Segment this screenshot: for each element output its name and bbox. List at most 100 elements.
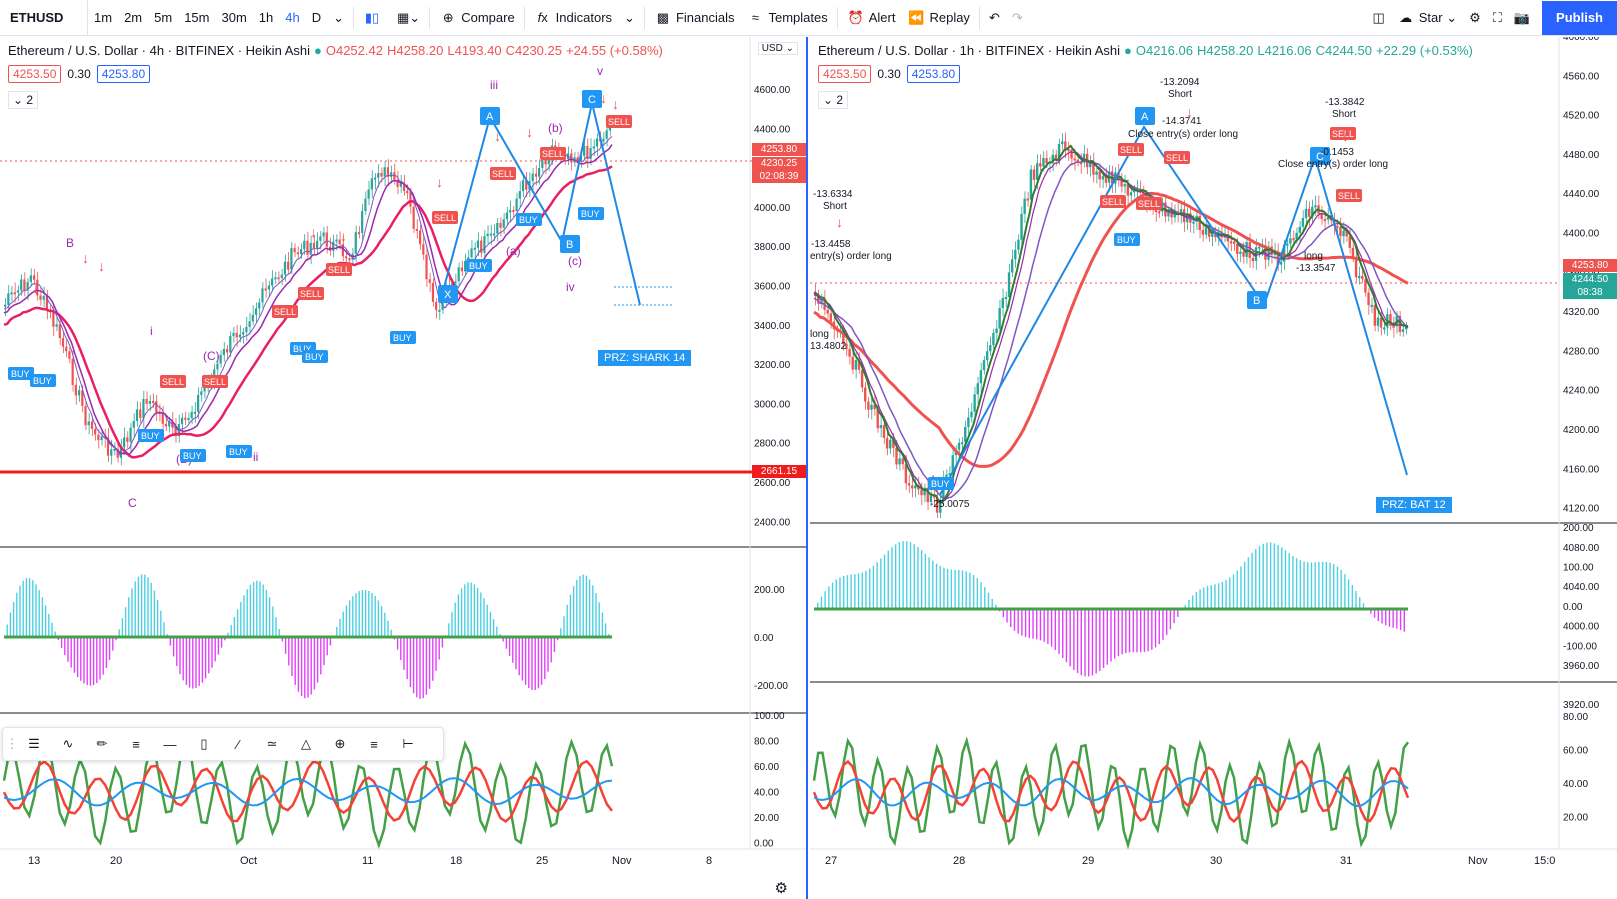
buy-signal-label: BUY bbox=[183, 451, 202, 461]
right-chart-canvas[interactable]: 4600.00 4560.00 4520.00 4480.00 4440.00 4400.… bbox=[810, 37, 1617, 899]
tf-4h[interactable]: 4h bbox=[285, 10, 300, 25]
candle-body bbox=[396, 179, 399, 187]
spiral-icon[interactable]: ⊕ bbox=[334, 736, 346, 751]
horizontal-ray-icon[interactable]: — bbox=[163, 736, 177, 752]
candle-body bbox=[283, 261, 287, 275]
candle-body bbox=[139, 409, 142, 419]
tf-1h[interactable]: 1h bbox=[258, 10, 274, 25]
candle-body bbox=[1370, 304, 1373, 307]
drag-handle-icon[interactable]: ⋮ bbox=[5, 736, 19, 751]
currency-selector[interactable]: USD ⌄ bbox=[757, 42, 798, 55]
right-layers-toggle[interactable]: ⌄ 2 bbox=[818, 91, 849, 109]
gear-icon[interactable]: ⚙ bbox=[774, 880, 788, 897]
pattern-point-label: A bbox=[1141, 111, 1149, 123]
candle-body bbox=[1123, 184, 1126, 187]
osc2-tick: 100.00 bbox=[754, 711, 785, 722]
candle-body bbox=[13, 292, 16, 295]
sell-signal-chip bbox=[606, 115, 632, 128]
candle-body bbox=[145, 398, 148, 404]
sell-signal-label: SELL bbox=[162, 377, 184, 387]
layout-icon[interactable]: ◫ bbox=[1372, 9, 1385, 25]
financials-label: Financials bbox=[675, 10, 735, 25]
sell-signal-chip bbox=[160, 375, 186, 388]
tf-5m[interactable]: 5m bbox=[154, 10, 173, 25]
candle-body bbox=[151, 400, 155, 403]
trend-line-icon[interactable]: ∕ bbox=[236, 736, 240, 752]
chart-pane-right[interactable]: 4600.00 4560.00 4520.00 4480.00 4440.00 4400.… bbox=[810, 37, 1617, 899]
right-sell-price[interactable]: 4253.50 bbox=[818, 65, 872, 83]
green-dot-icon: ● bbox=[1123, 43, 1132, 58]
tf-1m[interactable]: 1m bbox=[94, 10, 113, 25]
redo-icon[interactable]: ↷ bbox=[1011, 9, 1023, 25]
xabcd-pattern-icon[interactable]: △ bbox=[301, 736, 311, 751]
sell-signal-label: SELL bbox=[608, 117, 630, 127]
fib-icon[interactable]: ≡ bbox=[132, 736, 140, 752]
camera-icon[interactable]: 📷 bbox=[1513, 9, 1531, 25]
left-spread: 0.30 bbox=[67, 67, 91, 81]
candle-body bbox=[1373, 304, 1377, 326]
settings-gear-icon[interactable]: ⚙ bbox=[1469, 9, 1481, 25]
alarm-clock-icon: ⏰ bbox=[847, 9, 864, 25]
right-buy-price[interactable]: 4253.80 bbox=[906, 65, 961, 83]
left-chart-canvas[interactable]: 4600.004400.004200.004000.003800.003600.… bbox=[0, 37, 808, 899]
candle-body bbox=[10, 292, 13, 295]
tf-15m[interactable]: 15m bbox=[184, 10, 210, 25]
left-buy-price[interactable]: 4253.80 bbox=[96, 65, 151, 83]
candle-body bbox=[1017, 239, 1020, 250]
candle-body bbox=[361, 211, 364, 233]
tf-2m[interactable]: 2m bbox=[124, 10, 143, 25]
candle-body bbox=[332, 241, 335, 251]
symbol-search[interactable]: ETHUSD bbox=[0, 0, 88, 36]
candle-body bbox=[1007, 272, 1011, 298]
alert-button[interactable]: ⏰ Alert bbox=[841, 0, 902, 36]
candle-body bbox=[1295, 232, 1298, 240]
compare-button[interactable]: ⊕ Compare bbox=[433, 0, 520, 36]
candle-body bbox=[876, 409, 879, 429]
oscillator-line bbox=[812, 759, 1410, 824]
sell-signal-chip bbox=[1336, 189, 1362, 202]
candle-body bbox=[306, 240, 309, 255]
publish-button[interactable]: Publish bbox=[1542, 0, 1617, 35]
candle-body bbox=[917, 485, 920, 490]
parallel-channel-icon[interactable]: ≡ bbox=[370, 736, 378, 752]
candle-body bbox=[219, 354, 222, 364]
candle-body bbox=[1082, 153, 1086, 163]
templates-button[interactable]: ≈ Templates bbox=[740, 0, 833, 36]
chevron-down-icon[interactable]: ⌄ bbox=[333, 9, 345, 25]
tf-d[interactable]: D bbox=[311, 10, 322, 25]
indicators-button[interactable]: f x Indicators bbox=[528, 0, 618, 36]
lines-tool-icon[interactable]: ☰ bbox=[28, 736, 40, 751]
left-sell-price[interactable]: 4253.50 bbox=[8, 65, 62, 83]
price-tick: 3000.00 bbox=[754, 399, 791, 410]
candle-body bbox=[303, 240, 306, 250]
strategy-annotation: -25.0075 bbox=[930, 499, 970, 510]
abc-pattern-icon[interactable]: ∿ bbox=[62, 736, 74, 751]
save-layout-button[interactable]: ☁ Star ⌄ bbox=[1391, 0, 1463, 36]
ticks-icon[interactable]: ▯ bbox=[200, 736, 208, 751]
candle-body bbox=[1089, 160, 1092, 168]
replay-button[interactable]: ⏪ Replay bbox=[901, 0, 975, 36]
candle-body bbox=[499, 222, 502, 228]
financials-button[interactable]: ▩ Financials bbox=[648, 0, 741, 36]
tf-30m[interactable]: 30m bbox=[221, 10, 247, 25]
left-layers-toggle[interactable]: ⌄ 2 bbox=[8, 91, 39, 109]
brush-icon[interactable]: ✏ bbox=[96, 736, 108, 751]
wave-icon[interactable]: ≃ bbox=[266, 736, 278, 751]
fullscreen-icon[interactable]: ⛶ bbox=[1492, 9, 1502, 25]
candle-body bbox=[602, 138, 605, 142]
sell-signal-label: SELL bbox=[542, 149, 564, 159]
pattern-point-label: C bbox=[588, 94, 596, 106]
pitchfork-icon[interactable]: ⊢ bbox=[402, 736, 414, 751]
time-tick: Oct bbox=[240, 855, 257, 867]
candle-body bbox=[1054, 154, 1058, 161]
candle-body bbox=[1057, 144, 1061, 161]
chart-type-button[interactable]: ▮▯ bbox=[357, 0, 391, 36]
template-icon: ≈ bbox=[751, 10, 760, 25]
undo-icon[interactable]: ↶ bbox=[988, 9, 1000, 25]
candle-body bbox=[248, 321, 251, 327]
candles-icon[interactable]: ▦⌄ bbox=[397, 9, 421, 25]
indicators-dropdown[interactable]: ⌄ bbox=[624, 9, 635, 25]
chart-pane-left[interactable]: 4600.004400.004200.004000.003800.003600.… bbox=[0, 37, 808, 899]
osc2-tick: 60.00 bbox=[754, 762, 779, 773]
candle-body bbox=[216, 363, 219, 370]
